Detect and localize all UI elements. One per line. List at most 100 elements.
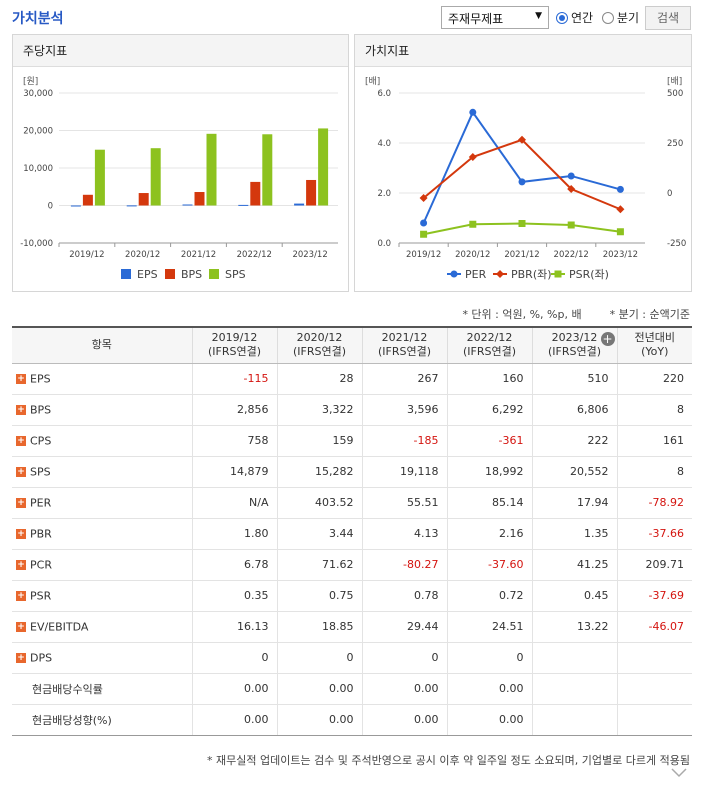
row-label: SPS (30, 465, 51, 479)
expand-icon[interactable]: + (16, 466, 26, 477)
header-line: (IFRS연결) (292, 345, 347, 359)
table-cell: 18.85 (276, 611, 362, 643)
table-cell: 71.62 (276, 549, 362, 581)
bar-eps (126, 205, 137, 207)
expand-icon[interactable]: + (16, 590, 26, 601)
x-tick-label: 2020/12 (125, 250, 160, 260)
table-cell: 3.44 (276, 518, 362, 550)
legend-label: EPS (137, 268, 158, 281)
expand-icon[interactable]: + (16, 528, 26, 539)
y-tick-label: 0 (48, 202, 53, 212)
table-cell: 15,282 (276, 456, 362, 488)
y-right-tick-label: 0 (667, 189, 672, 199)
row-label-cell[interactable]: + EPS (12, 363, 192, 395)
row-label-cell[interactable]: + EV/EBITDA (12, 611, 192, 643)
table-cell: -37.60 (446, 549, 532, 581)
bar-sps (150, 148, 161, 206)
table-cell: 3,322 (276, 394, 362, 426)
row-label: EPS (30, 372, 51, 386)
column-header-item: 항목 (12, 326, 192, 364)
x-tick-label: 2023/12 (603, 250, 638, 260)
table-cell: -361 (446, 425, 532, 457)
expand-icon[interactable]: + (16, 497, 26, 508)
table-cell (616, 673, 692, 705)
legend-swatch (209, 269, 219, 279)
expand-icon[interactable]: + (16, 404, 26, 415)
row-label-cell[interactable]: + DPS (12, 642, 192, 674)
search-button[interactable]: 검색 (645, 6, 691, 30)
table-cell: 20,552 (531, 456, 617, 488)
x-tick-label: 2023/12 (292, 250, 327, 260)
bar-eps (238, 204, 249, 206)
table-row: + PER N/A 403.52 55.51 85.14 17.94 -78.92 (12, 487, 692, 519)
legend-marker (450, 270, 458, 278)
row-label-cell[interactable]: + PSR (12, 580, 192, 612)
table-cell: 0 (361, 642, 447, 674)
data-point (616, 228, 624, 236)
table-cell: 0 (446, 642, 532, 674)
data-point (518, 220, 526, 227)
row-label: PER (30, 496, 52, 510)
table-cell: 8 (616, 456, 692, 488)
bar-sps (262, 134, 273, 206)
legend-label: PER (465, 268, 487, 281)
row-label: EV/EBITDA (30, 620, 89, 634)
series-line-pbr좌 (422, 138, 621, 211)
table-cell: 0 (191, 642, 277, 674)
x-tick-label: 2019/12 (406, 250, 441, 260)
table-cell: 0.00 (191, 704, 277, 736)
data-point (616, 185, 624, 193)
table-cell (531, 642, 617, 674)
expand-icon[interactable]: + (16, 621, 26, 632)
chevron-down-icon: ▼ (535, 11, 542, 21)
header-line: 2023/12 (551, 331, 598, 345)
table-row: + PBR 1.80 3.44 4.13 2.16 1.35 -37.66 (12, 518, 692, 550)
table-cell: 3,596 (361, 394, 447, 426)
expand-icon[interactable]: + (16, 652, 26, 663)
table-cell: 0.00 (446, 704, 532, 736)
table-cell: -80.27 (361, 549, 447, 581)
table-cell: 161 (616, 425, 692, 457)
expand-plus-icon[interactable]: + (600, 332, 615, 346)
table-cell: -46.07 (616, 611, 692, 643)
expand-icon[interactable]: + (16, 559, 26, 570)
row-label-cell[interactable]: + PCR (12, 549, 192, 581)
table-cell: 13.22 (531, 611, 617, 643)
radio-annual[interactable]: 연간 (556, 9, 593, 26)
header-line: (IFRS연결) (207, 345, 262, 359)
table-cell: 2.16 (446, 518, 532, 550)
table-cell: 17.94 (531, 487, 617, 519)
data-point (616, 205, 625, 214)
table-cell: 85.14 (446, 487, 532, 519)
table-cell: 160 (446, 363, 532, 395)
valuation-table: 항목 2019/12 (IFRS연결) 2020/12 (IFRS연결) 2021/12(… (12, 326, 692, 736)
series-line-per (422, 110, 621, 224)
row-label-cell[interactable]: + PER (12, 487, 192, 519)
table-cell: 0.72 (446, 580, 532, 612)
table-cell: 19,118 (361, 456, 447, 488)
radio-quarter[interactable]: 분기 (602, 9, 639, 26)
units-note: * 단위 : 억원, %, %p, 배 * 분기 : 순액기준 (462, 308, 690, 321)
expand-icon[interactable]: + (16, 435, 26, 446)
statement-select[interactable]: 주재무제표 ▼ (441, 6, 549, 29)
table-cell: 0.00 (361, 673, 447, 705)
table-cell: 0.00 (276, 673, 362, 705)
table-cell: 220 (616, 363, 692, 395)
row-label-cell[interactable]: + CPS (12, 425, 192, 457)
table-cell: 28 (276, 363, 362, 395)
header-line: 전년대비 (634, 331, 675, 345)
row-label-cell[interactable]: + PBR (12, 518, 192, 550)
x-tick-label: 2022/12 (554, 250, 589, 260)
table-cell: 0.45 (531, 580, 617, 612)
chevron-down-icon[interactable] (670, 766, 688, 780)
y-axis-unit-left: [배] (365, 76, 380, 87)
statement-select-value: 주재무제표 (448, 12, 504, 26)
row-label-cell[interactable]: + BPS (12, 394, 192, 426)
row-label-cell[interactable]: + SPS (12, 456, 192, 488)
header-line: (IFRS연결) (462, 345, 517, 359)
column-header: 2019/12 (IFRS연결) (191, 326, 277, 364)
radio-annual-label: 연간 (571, 11, 594, 25)
table-row: + EV/EBITDA 16.13 18.85 29.44 24.51 13.22 -46.0… (12, 611, 692, 643)
expand-icon[interactable]: + (16, 373, 26, 384)
radio-checked-icon (556, 11, 568, 24)
